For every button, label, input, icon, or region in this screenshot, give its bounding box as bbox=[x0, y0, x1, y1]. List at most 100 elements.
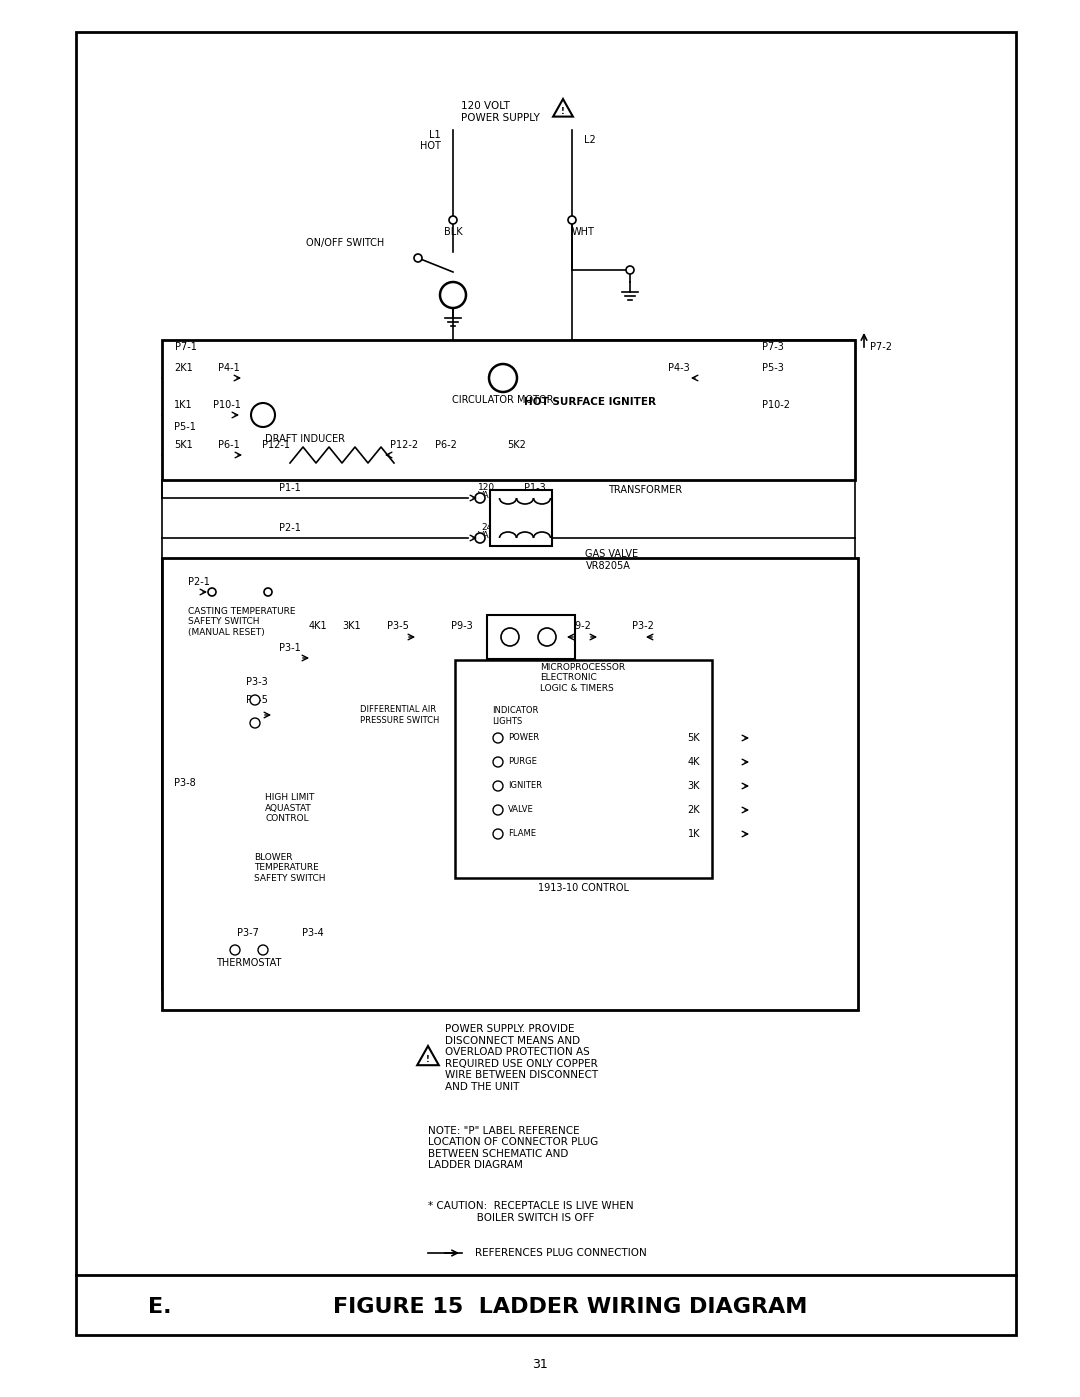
Text: P10-2: P10-2 bbox=[762, 400, 789, 409]
Text: P10-1: P10-1 bbox=[213, 400, 241, 409]
Text: 24: 24 bbox=[482, 522, 492, 531]
Text: BLOWER
TEMPERATURE
SAFETY SWITCH: BLOWER TEMPERATURE SAFETY SWITCH bbox=[254, 854, 326, 883]
Text: 5K1: 5K1 bbox=[174, 440, 192, 450]
Text: P3-8: P3-8 bbox=[174, 778, 195, 788]
Text: REFERENCES PLUG CONNECTION: REFERENCES PLUG CONNECTION bbox=[475, 1248, 647, 1259]
Text: VAC: VAC bbox=[478, 492, 496, 500]
Bar bbox=[455, 659, 712, 877]
Circle shape bbox=[475, 493, 485, 503]
Text: THERMOSTAT: THERMOSTAT bbox=[216, 958, 282, 968]
Text: P1-3: P1-3 bbox=[524, 483, 545, 493]
Text: POWER SUPPLY. PROVIDE
DISCONNECT MEANS AND
OVERLOAD PROTECTION AS
REQUIRED USE O: POWER SUPPLY. PROVIDE DISCONNECT MEANS A… bbox=[445, 1024, 598, 1092]
Circle shape bbox=[568, 217, 576, 224]
Circle shape bbox=[249, 718, 260, 728]
Text: P6-1: P6-1 bbox=[218, 440, 240, 450]
Text: P6-2: P6-2 bbox=[435, 440, 457, 450]
Circle shape bbox=[475, 534, 485, 543]
Text: TRANSFORMER: TRANSFORMER bbox=[608, 485, 683, 495]
Circle shape bbox=[492, 805, 503, 814]
Circle shape bbox=[492, 757, 503, 767]
Text: P3-5: P3-5 bbox=[387, 622, 409, 631]
Text: 5K2: 5K2 bbox=[507, 440, 526, 450]
Text: L1: L1 bbox=[430, 130, 441, 140]
Text: HIGH LIMIT
AQUASTAT
CONTROL: HIGH LIMIT AQUASTAT CONTROL bbox=[266, 793, 314, 823]
Text: P3-1: P3-1 bbox=[279, 643, 301, 652]
Text: ON/OFF SWITCH: ON/OFF SWITCH bbox=[306, 237, 384, 249]
Text: P3-5: P3-5 bbox=[246, 694, 268, 705]
Polygon shape bbox=[417, 1046, 438, 1065]
Circle shape bbox=[264, 588, 272, 597]
Text: INDICATOR
LIGHTS: INDICATOR LIGHTS bbox=[491, 707, 538, 725]
Text: CIRCULATOR MOTOR: CIRCULATOR MOTOR bbox=[453, 395, 554, 405]
Text: P5-1: P5-1 bbox=[174, 422, 195, 432]
Text: P12-1: P12-1 bbox=[262, 440, 291, 450]
Circle shape bbox=[258, 944, 268, 956]
Text: P4-1: P4-1 bbox=[218, 363, 240, 373]
Text: HOT: HOT bbox=[420, 141, 441, 151]
Text: PURGE: PURGE bbox=[508, 757, 537, 767]
Text: P9-3: P9-3 bbox=[451, 622, 473, 631]
Text: 1K1: 1K1 bbox=[174, 400, 192, 409]
Text: CASTING TEMPERATURE
SAFETY SWITCH
(MANUAL RESET): CASTING TEMPERATURE SAFETY SWITCH (MANUA… bbox=[188, 608, 296, 637]
Circle shape bbox=[208, 588, 216, 597]
Text: P3-4: P3-4 bbox=[302, 928, 324, 937]
Text: 3K1: 3K1 bbox=[342, 622, 362, 631]
Text: FIGURE 15  LADDER WIRING DIAGRAM: FIGURE 15 LADDER WIRING DIAGRAM bbox=[333, 1296, 807, 1317]
Polygon shape bbox=[553, 99, 572, 116]
Text: 120 VOLT
POWER SUPPLY: 120 VOLT POWER SUPPLY bbox=[460, 101, 539, 123]
Text: P7-2: P7-2 bbox=[870, 342, 892, 352]
Circle shape bbox=[414, 254, 422, 263]
Text: 3K: 3K bbox=[688, 781, 700, 791]
Text: L2: L2 bbox=[584, 136, 596, 145]
Text: !: ! bbox=[562, 108, 565, 116]
Text: IGNITER: IGNITER bbox=[508, 781, 542, 791]
Text: VALVE: VALVE bbox=[508, 806, 534, 814]
Text: 1K: 1K bbox=[688, 828, 700, 840]
Text: VAC: VAC bbox=[478, 531, 496, 541]
Text: P4-3: P4-3 bbox=[669, 363, 690, 373]
Text: P12-2: P12-2 bbox=[390, 440, 418, 450]
Text: P1-1: P1-1 bbox=[279, 483, 301, 493]
Bar bbox=[162, 339, 855, 481]
Bar bbox=[490, 490, 552, 546]
Text: FLAME: FLAME bbox=[508, 830, 536, 838]
Text: DRAFT INDUCER: DRAFT INDUCER bbox=[265, 434, 345, 444]
Text: P3-7: P3-7 bbox=[238, 928, 259, 937]
Text: 4K1: 4K1 bbox=[309, 622, 327, 631]
Circle shape bbox=[230, 944, 240, 956]
Text: 5K: 5K bbox=[687, 733, 700, 743]
Circle shape bbox=[249, 694, 260, 705]
Circle shape bbox=[489, 365, 517, 393]
Text: 2K: 2K bbox=[687, 805, 700, 814]
Bar bbox=[76, 32, 1016, 1336]
Text: !: ! bbox=[427, 1056, 430, 1065]
Circle shape bbox=[440, 282, 465, 307]
Text: DIFFERENTIAL AIR
PRESSURE SWITCH: DIFFERENTIAL AIR PRESSURE SWITCH bbox=[360, 705, 440, 725]
Text: P9-2: P9-2 bbox=[569, 622, 591, 631]
Text: M: M bbox=[498, 373, 509, 383]
Text: 1913-10 CONTROL: 1913-10 CONTROL bbox=[538, 883, 629, 893]
Text: 31: 31 bbox=[532, 1358, 548, 1372]
Text: P2-1: P2-1 bbox=[279, 522, 301, 534]
Circle shape bbox=[492, 828, 503, 840]
Circle shape bbox=[492, 781, 503, 791]
Bar bbox=[487, 615, 575, 659]
Circle shape bbox=[251, 402, 275, 427]
Text: P7-1: P7-1 bbox=[175, 342, 197, 352]
Text: P5-3: P5-3 bbox=[762, 363, 784, 373]
Circle shape bbox=[538, 629, 556, 645]
Text: 2K1: 2K1 bbox=[174, 363, 192, 373]
Text: POWER: POWER bbox=[508, 733, 539, 742]
Text: GAS VALVE
VR8205A: GAS VALVE VR8205A bbox=[585, 549, 638, 571]
Text: MICROPROCESSOR
ELECTRONIC
LOGIC & TIMERS: MICROPROCESSOR ELECTRONIC LOGIC & TIMERS bbox=[540, 664, 625, 693]
Bar bbox=[162, 557, 858, 1010]
Text: BLK: BLK bbox=[444, 226, 462, 237]
Text: * CAUTION:  RECEPTACLE IS LIVE WHEN
               BOILER SWITCH IS OFF: * CAUTION: RECEPTACLE IS LIVE WHEN BOILE… bbox=[428, 1201, 634, 1222]
Circle shape bbox=[492, 733, 503, 743]
Text: 4K: 4K bbox=[688, 757, 700, 767]
Text: P3-3: P3-3 bbox=[246, 678, 268, 687]
Text: P3-2: P3-2 bbox=[632, 622, 653, 631]
Circle shape bbox=[449, 217, 457, 224]
Text: P2-2: P2-2 bbox=[524, 522, 546, 534]
Text: HOT SURFACE IGNITER: HOT SURFACE IGNITER bbox=[524, 397, 656, 407]
